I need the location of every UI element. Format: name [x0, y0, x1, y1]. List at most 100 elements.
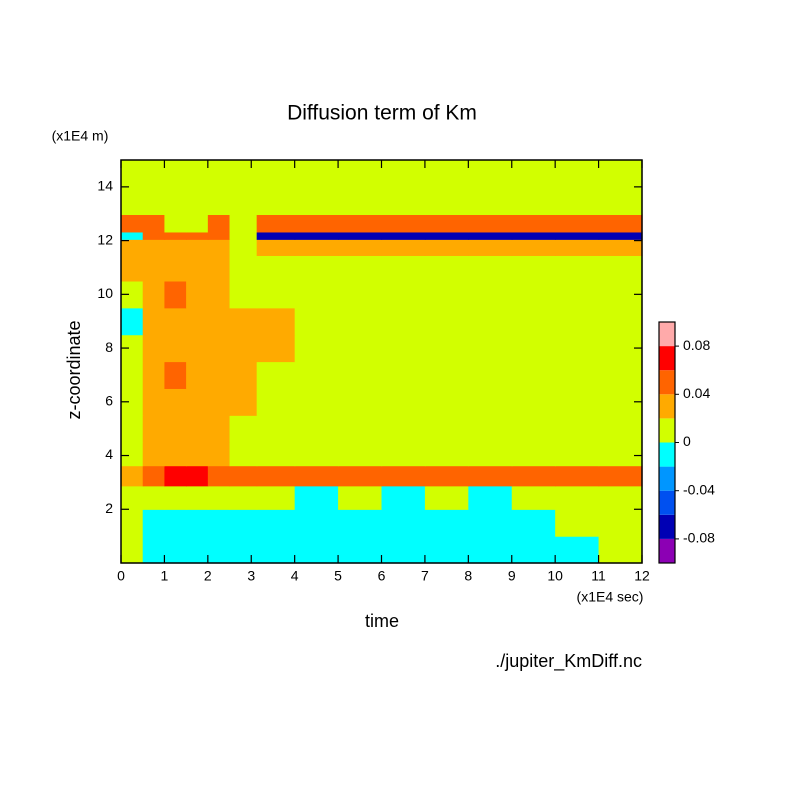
heatmap-cell: [229, 485, 258, 510]
heatmap-cell: [468, 231, 513, 240]
heatmap-cell: [511, 334, 556, 363]
heatmap-cell: [256, 536, 296, 564]
x-tick-label: 10: [547, 568, 563, 584]
heatmap-cell: [468, 160, 513, 188]
x-tick-label: 1: [161, 568, 169, 584]
heatmap-cell: [164, 280, 187, 309]
heatmap-cell: [207, 361, 231, 389]
heatmap-cell: [186, 509, 209, 537]
colorbar-swatch: [659, 370, 675, 395]
heatmap-cell: [164, 442, 187, 467]
x-tick-label: 8: [464, 568, 472, 584]
heatmap-cell: [186, 415, 209, 443]
heatmap-cell: [164, 186, 187, 216]
heatmap-cell: [468, 280, 513, 309]
heatmap-cell: [598, 536, 643, 564]
heatmap-cell: [256, 231, 296, 240]
x-tick-label: 2: [204, 568, 212, 584]
heatmap-cell: [598, 214, 643, 233]
heatmap-cell: [186, 186, 209, 216]
y-tick-label: 8: [105, 339, 113, 355]
heatmap-cell: [598, 307, 643, 336]
colorbar-tick-label: -0.04: [683, 481, 715, 497]
y-tick-label: 10: [97, 285, 113, 301]
heatmap-cell: [294, 214, 339, 233]
heatmap-cell: [381, 388, 426, 416]
heatmap-cell: [142, 388, 166, 416]
heatmap-cell: [229, 307, 258, 336]
heatmap-cell: [207, 415, 231, 443]
heatmap-cell: [121, 465, 144, 487]
colorbar-swatch: [659, 490, 675, 515]
heatmap-cell: [207, 255, 231, 282]
heatmap-cell: [555, 415, 600, 443]
heatmap-cell: [256, 239, 296, 256]
x-unit: (x1E4 sec): [577, 589, 644, 605]
heatmap-cell: [164, 509, 187, 537]
x-tick-label: 5: [334, 568, 342, 584]
heatmap-cell: [381, 280, 426, 309]
y-tick-label: 12: [97, 231, 113, 247]
colorbar-swatch: [659, 322, 675, 347]
heatmap-cell: [338, 160, 383, 188]
heatmap-cell: [338, 361, 383, 389]
heatmap-cell: [207, 186, 231, 216]
x-tick-label: 9: [508, 568, 516, 584]
heatmap-cell: [338, 186, 383, 216]
heatmap-cell: [511, 186, 556, 216]
heatmap-cell: [207, 442, 231, 467]
heatmap-cell: [338, 388, 383, 416]
heatmap-cell: [424, 442, 469, 467]
heatmap-cell: [598, 160, 643, 188]
heatmap-cell: [164, 255, 187, 282]
heatmap-cell: [256, 334, 296, 363]
heatmap-cell: [511, 509, 556, 537]
heatmap-cell: [381, 160, 426, 188]
heatmap-cell: [121, 361, 144, 389]
heatmap-cell: [555, 255, 600, 282]
heatmap-cell: [381, 255, 426, 282]
heatmap-cell: [424, 231, 469, 240]
heatmap-cell: [424, 485, 469, 510]
heatmap-cell: [164, 361, 187, 389]
heatmap-cell: [511, 280, 556, 309]
heatmap-cell: [294, 239, 339, 256]
heatmap-cell: [142, 465, 166, 487]
heatmap-cell: [186, 255, 209, 282]
heatmap-cell: [555, 442, 600, 467]
heatmap-cell: [424, 255, 469, 282]
heatmap-cell: [555, 186, 600, 216]
heatmap-cell: [164, 415, 187, 443]
heatmap-cell: [256, 388, 296, 416]
heatmap-cell: [164, 485, 187, 510]
heatmap-cell: [555, 465, 600, 487]
heatmap-cell: [555, 485, 600, 510]
heatmap-cell: [142, 442, 166, 467]
heatmap-cell: [424, 307, 469, 336]
heatmap-cell: [468, 509, 513, 537]
heatmap-cell: [229, 334, 258, 363]
heatmap-cell: [424, 239, 469, 256]
heatmap-cell: [121, 239, 144, 256]
heatmap-cell: [121, 160, 144, 188]
heatmap-cell: [207, 388, 231, 416]
heatmap-cell: [142, 231, 166, 240]
heatmap-cell: [468, 361, 513, 389]
colorbar-swatch: [659, 394, 675, 419]
heatmap-cell: [256, 214, 296, 233]
heatmap-cell: [598, 509, 643, 537]
x-tick-label: 11: [591, 568, 606, 584]
heatmap-cell: [511, 214, 556, 233]
heatmap-cell: [294, 509, 339, 537]
heatmap-cell: [256, 442, 296, 467]
heatmap-cell: [186, 442, 209, 467]
y-tick-label: 4: [105, 446, 113, 462]
heatmap-cell: [294, 255, 339, 282]
heatmap-cell: [598, 485, 643, 510]
heatmap-cell: [424, 214, 469, 233]
heatmap-cell: [294, 361, 339, 389]
heatmap-cell: [229, 415, 258, 443]
heatmap-cell: [229, 465, 258, 487]
heatmap-cell: [511, 485, 556, 510]
heatmap-cell: [381, 485, 426, 510]
